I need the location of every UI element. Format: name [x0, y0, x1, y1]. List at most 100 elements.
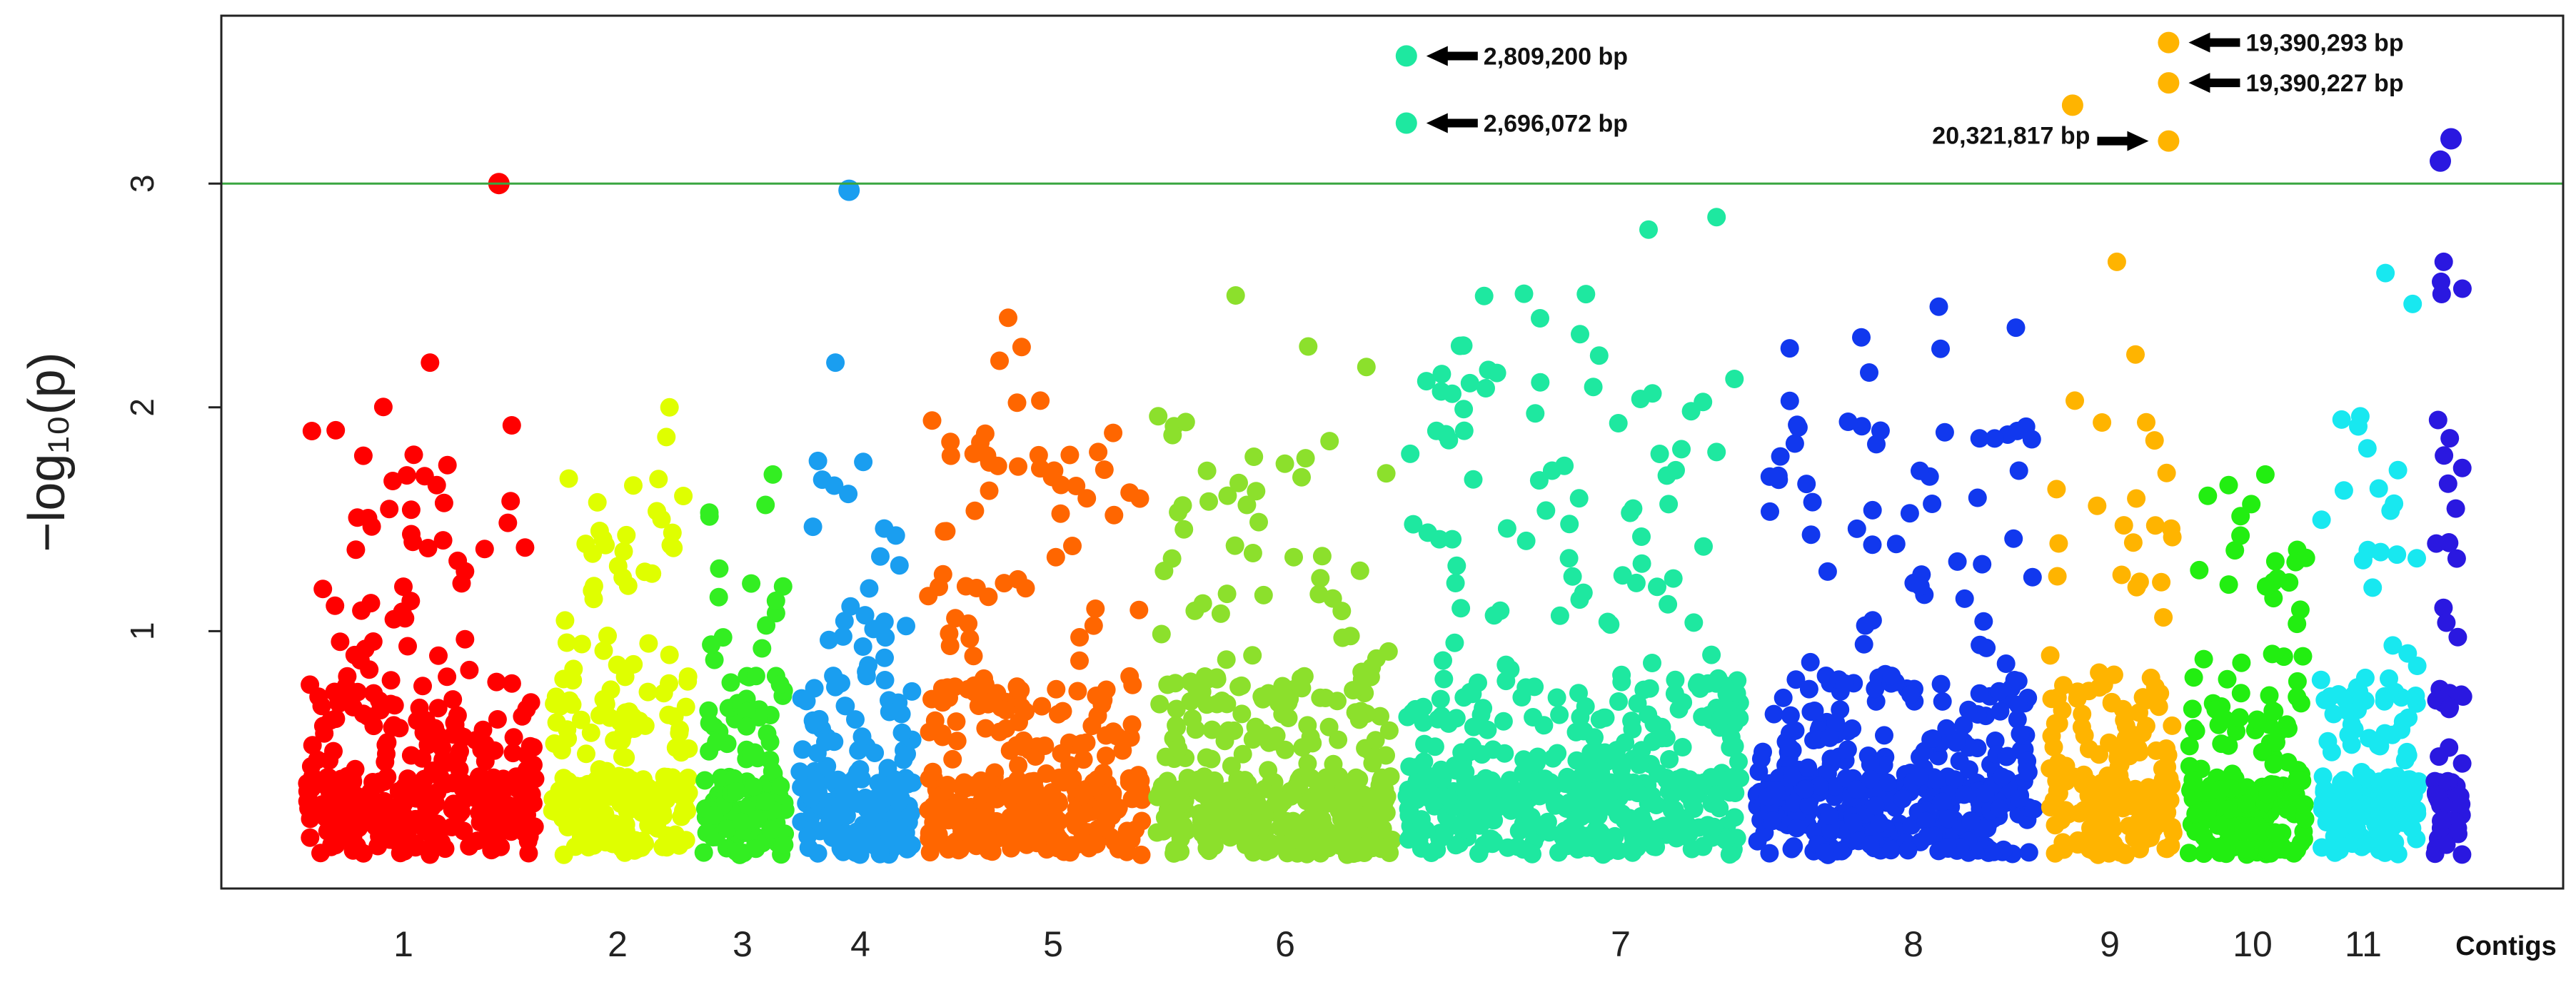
- data-point: [1674, 693, 1693, 712]
- data-point: [1550, 606, 1569, 625]
- data-point: [2434, 252, 2453, 271]
- data-point: [572, 710, 590, 729]
- data-point: [1469, 673, 1487, 692]
- data-point: [1729, 752, 1748, 771]
- data-point: [2290, 600, 2310, 619]
- data-point: [1576, 285, 1596, 304]
- data-point: [2198, 801, 2217, 821]
- data-point: [2123, 533, 2143, 552]
- data-point: [1923, 495, 1942, 513]
- data-point: [1725, 808, 1744, 827]
- data-point: [1642, 786, 1661, 805]
- data-point: [756, 792, 775, 811]
- data-point: [678, 672, 698, 691]
- data-point: [1559, 794, 1579, 812]
- data-point: [1866, 679, 1885, 699]
- x-axis-labels: 1 2 3 4 5 6 7 8 9 10 11: [393, 924, 2382, 964]
- data-point: [1515, 799, 1534, 819]
- data-point: [2278, 800, 2297, 819]
- data-point: [2219, 575, 2238, 594]
- data-point: [1072, 734, 1091, 753]
- data-point: [1707, 208, 1726, 227]
- data-point: [1323, 589, 1342, 608]
- data-point: [1487, 363, 1506, 383]
- data-point: [1881, 841, 1901, 860]
- data-point: [391, 844, 410, 863]
- data-point: [1275, 454, 1294, 473]
- data-point: [835, 789, 855, 809]
- data-point: [790, 762, 810, 781]
- data-point: [1047, 679, 1066, 699]
- data-point: [312, 697, 331, 716]
- data-point: [678, 801, 697, 821]
- data-point: [1797, 475, 1816, 494]
- data-point: [1531, 309, 1549, 328]
- data-point: [1955, 589, 1974, 608]
- data-point: [1524, 708, 1543, 727]
- data-point: [1155, 808, 1174, 827]
- data-point: [853, 637, 872, 656]
- data-point: [1070, 628, 1090, 647]
- data-point: [1379, 642, 1398, 661]
- data-point: [1923, 729, 1942, 748]
- data-point: [1684, 613, 1704, 632]
- data-point: [2452, 458, 2472, 477]
- data-point: [1702, 645, 1721, 664]
- data-point: [2098, 766, 2118, 785]
- data-point: [742, 574, 761, 593]
- data-point: [2437, 835, 2456, 854]
- data-point: [1901, 685, 1920, 704]
- data-point: [504, 728, 523, 747]
- data-point: [1986, 732, 2005, 750]
- data-point: [1985, 429, 2004, 448]
- data-point: [2104, 665, 2123, 684]
- data-point: [1422, 844, 1441, 862]
- data-point: [1122, 715, 1142, 734]
- data-point: [1484, 778, 1504, 797]
- data-point: [2392, 688, 2411, 707]
- data-point: [2288, 614, 2307, 634]
- data-point: [1959, 700, 1978, 719]
- data-point: [1773, 688, 1793, 707]
- data-point: [2054, 840, 2073, 859]
- data-point: [1529, 471, 1549, 490]
- data-point: [401, 592, 421, 611]
- data-point: [1803, 492, 1822, 512]
- data-point: [1016, 579, 1035, 598]
- data-point: [920, 843, 940, 862]
- data-point: [1536, 501, 1556, 520]
- annotation-label: 19,390,293 bp: [2245, 30, 2403, 57]
- data-point: [2011, 724, 2030, 744]
- data-point: [2452, 845, 2472, 864]
- data-point: [937, 522, 956, 541]
- data-point: [845, 769, 865, 788]
- data-point: [1878, 773, 1897, 792]
- data-point: [1820, 728, 1839, 747]
- data-point: [2103, 791, 2123, 810]
- data-point: [1821, 749, 1841, 769]
- highlight-point: [2158, 72, 2180, 94]
- data-point: [983, 786, 1002, 805]
- data-point: [1643, 654, 1661, 672]
- data-point: [443, 774, 462, 793]
- data-point: [1311, 688, 1330, 707]
- data-point: [1523, 844, 1541, 864]
- annotation-label: 19,390,227 bp: [2245, 70, 2403, 97]
- data-point: [2380, 830, 2400, 849]
- data-point: [990, 722, 1010, 741]
- data-point: [2363, 795, 2382, 814]
- data-point: [1725, 370, 1744, 388]
- data-point: [1613, 566, 1632, 585]
- data-point: [2288, 687, 2307, 707]
- data-point: [423, 761, 443, 780]
- data-point: [1173, 496, 1192, 515]
- data-point: [2399, 708, 2418, 727]
- data-point: [472, 740, 491, 759]
- data-point: [2279, 719, 2298, 738]
- data-point: [2325, 843, 2345, 862]
- data-point: [2385, 494, 2404, 513]
- data-point: [2088, 496, 2107, 515]
- data-point: [2194, 649, 2213, 669]
- data-point: [1530, 786, 1549, 806]
- data-point: [1991, 702, 2010, 721]
